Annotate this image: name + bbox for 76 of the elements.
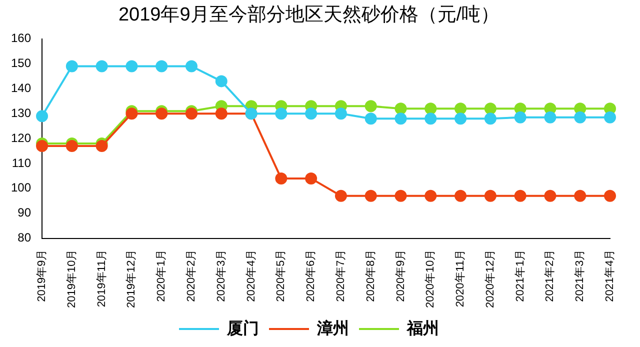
y-tick-label: 100 [10,180,32,195]
point [424,112,437,125]
point [275,108,288,120]
x-tick-label: 2019年9月 [36,249,48,302]
x-tick-label: 2020年2月 [186,249,198,302]
y-tick-label: 140 [10,80,32,95]
point [126,60,138,72]
x-tick-label: 2020年6月 [305,249,318,302]
x-tick-label: 2020年11月 [454,249,467,308]
point [394,102,407,115]
point [574,111,586,124]
point [544,111,556,124]
x-tick-label: 2019年10月 [66,249,78,308]
point [454,190,467,202]
x-tick-label: 2021年1月 [514,249,526,302]
point [156,60,168,72]
x-tick-label: 2020年9月 [394,249,407,302]
point [36,140,48,152]
y-tick-label: 120 [10,130,32,145]
legend-label: 漳州 [316,319,349,338]
point [126,108,138,120]
point [215,108,228,120]
point [305,108,318,120]
point [454,112,467,125]
x-tick-label: 2020年3月 [215,249,228,302]
chart-title: 2019年9月至今部分地区天然砂价格（元/吨） [118,4,500,26]
point [96,140,108,152]
point [334,108,347,120]
point [185,60,198,72]
y-tick-label: 90 [18,206,32,220]
point [484,102,496,115]
y-tick-label: 80 [18,230,32,245]
x-tick-label: 2019年12月 [126,249,138,308]
point [66,60,78,72]
point [454,102,467,115]
point [305,172,318,184]
x-tick-label: 2020年8月 [364,249,377,302]
point [424,190,437,202]
point [604,111,616,124]
point [364,112,377,125]
point [484,112,496,125]
point [36,110,48,122]
point [544,190,556,202]
x-tick-label: 2020年12月 [484,249,496,308]
point [484,190,496,202]
point [364,100,377,112]
x-tick-label: 2021年2月 [544,249,556,302]
point [604,190,616,202]
y-tick-label: 130 [10,106,32,120]
x-tick-label: 2020年4月 [245,249,258,302]
x-tick-label: 2021年4月 [604,249,616,302]
y-tick-label: 150 [10,56,32,70]
x-tick-label: 2019年11月 [96,249,108,308]
point [514,190,526,202]
point [574,190,586,202]
y-tick-label: 110 [12,156,32,170]
x-tick-label: 2021年3月 [574,249,586,302]
point [215,75,228,88]
point [394,112,407,125]
point [364,190,377,202]
point [334,190,347,202]
x-tick-label: 2020年5月 [275,249,288,302]
point [394,190,407,202]
point [96,60,108,72]
x-tick-label: 2020年1月 [156,249,168,302]
point [156,108,168,120]
x-tick-label: 2020年7月 [334,249,347,302]
y-tick-label: 160 [10,31,32,46]
point [185,108,198,120]
point [424,102,437,115]
point [514,111,526,124]
legend-label: 福州 [406,319,439,338]
point [275,172,288,184]
x-tick-label: 2020年10月 [424,249,437,308]
legend-label: 厦门 [226,318,259,338]
point [66,140,78,152]
